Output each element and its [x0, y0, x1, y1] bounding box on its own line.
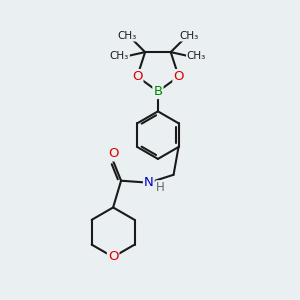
Text: N: N: [144, 176, 154, 189]
Text: H: H: [156, 181, 165, 194]
Text: CH₃: CH₃: [179, 31, 199, 41]
Text: CH₃: CH₃: [110, 51, 129, 61]
Text: CH₃: CH₃: [187, 51, 206, 61]
Text: O: O: [108, 148, 119, 160]
Text: O: O: [108, 250, 119, 263]
Text: CH₃: CH₃: [117, 31, 136, 41]
Text: O: O: [132, 70, 142, 83]
Text: O: O: [173, 70, 184, 83]
Text: B: B: [153, 85, 163, 98]
